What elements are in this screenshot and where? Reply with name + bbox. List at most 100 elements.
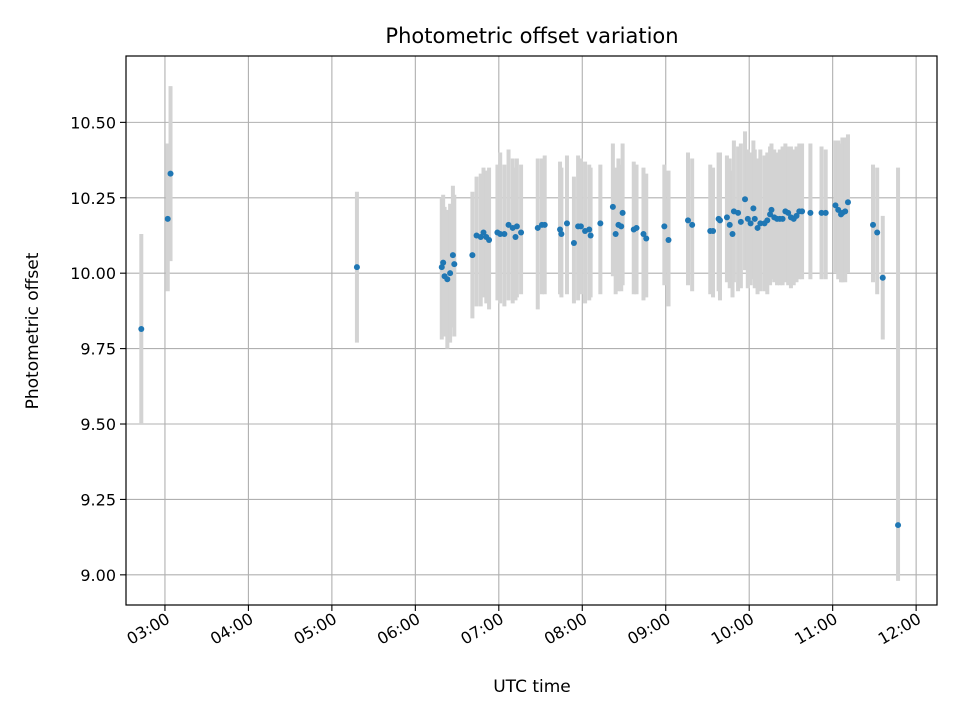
data-point	[587, 232, 594, 239]
data-point	[512, 233, 519, 240]
x-tick-label: 04:00	[207, 609, 256, 649]
data-point	[501, 230, 508, 237]
data-point	[744, 215, 751, 222]
data-point	[440, 259, 447, 266]
x-tick-label: 09:00	[624, 609, 673, 649]
y-tick-label: 10.25	[70, 189, 116, 208]
data-point	[779, 215, 786, 222]
data-point	[534, 224, 541, 231]
x-tick-label: 07:00	[457, 609, 506, 649]
data-point	[480, 229, 487, 236]
y-tick-label: 9.25	[80, 490, 116, 509]
data-point	[609, 203, 616, 210]
x-tick-label: 03:00	[124, 609, 173, 649]
data-point	[586, 226, 593, 233]
data-point	[723, 214, 730, 221]
data-point	[754, 224, 761, 231]
data-point	[577, 223, 584, 230]
data-point	[844, 199, 851, 206]
data-point	[469, 252, 476, 259]
data-point	[444, 276, 451, 283]
x-axis: 03:00 04:00 05:00 06:00 07:00 08:00 09:00 10:00…	[124, 605, 924, 649]
data-point	[451, 261, 458, 268]
y-tick-label: 9.00	[80, 566, 116, 585]
data-point	[447, 270, 454, 277]
data-point	[665, 237, 672, 244]
data-point	[643, 235, 650, 242]
y-tick-label: 9.75	[80, 340, 116, 359]
grid	[126, 56, 937, 605]
data-point	[768, 206, 775, 213]
data-point	[742, 196, 749, 203]
data-point	[619, 209, 626, 216]
x-tick-label: 11:00	[791, 609, 840, 649]
data-point	[497, 230, 504, 237]
data-point	[870, 221, 877, 228]
data-point	[438, 264, 445, 271]
data-point	[633, 224, 640, 231]
data-point	[164, 215, 171, 222]
data-point	[822, 209, 829, 216]
data-points	[138, 170, 902, 529]
y-axis-title: Photometric offset	[23, 252, 43, 409]
data-point	[729, 230, 736, 237]
data-point	[710, 227, 717, 234]
y-tick-label: 10.00	[70, 264, 116, 283]
x-tick-label: 06:00	[374, 609, 423, 649]
data-point	[757, 220, 764, 227]
data-point	[835, 206, 842, 213]
data-point	[477, 233, 484, 240]
y-tick-label: 10.50	[70, 113, 116, 132]
data-point	[750, 205, 757, 212]
data-point	[557, 226, 564, 233]
chart-title: Photometric offset variation	[385, 24, 678, 48]
data-point	[563, 220, 570, 227]
data-point	[612, 230, 619, 237]
data-point	[716, 217, 723, 224]
data-point	[735, 209, 742, 216]
plot-frame	[125, 55, 938, 606]
data-point	[353, 264, 360, 271]
error-bars	[139, 86, 901, 581]
data-point	[764, 217, 771, 224]
data-point	[799, 208, 806, 215]
data-point	[661, 223, 668, 230]
data-point	[832, 202, 839, 209]
data-point	[785, 209, 792, 216]
data-point	[879, 274, 886, 281]
data-point	[751, 215, 758, 222]
x-axis-title: UTC time	[493, 677, 571, 697]
x-tick-label: 08:00	[541, 609, 590, 649]
data-point	[518, 229, 525, 236]
y-tick-label: 9.50	[80, 415, 116, 434]
x-tick-label: 12:00	[875, 609, 924, 649]
data-point	[558, 230, 565, 237]
data-point	[449, 252, 456, 259]
data-point	[640, 230, 647, 237]
data-point	[597, 220, 604, 227]
x-tick-label: 05:00	[290, 609, 339, 649]
data-point	[737, 218, 744, 225]
data-point	[807, 209, 814, 216]
data-point	[684, 217, 691, 224]
data-point	[818, 209, 825, 216]
data-point	[570, 240, 577, 247]
data-point	[513, 223, 520, 230]
data-point	[618, 223, 625, 230]
data-point	[689, 221, 696, 228]
x-tick-label: 10:00	[708, 609, 757, 649]
data-point	[138, 325, 145, 332]
data-point	[793, 212, 800, 219]
y-axis: 9.00 9.25 9.50 9.75 10.00 10.25 10.50	[70, 113, 126, 585]
data-point	[726, 221, 733, 228]
data-point	[505, 221, 512, 228]
data-point	[747, 220, 754, 227]
data-point	[895, 522, 902, 529]
data-point	[842, 208, 849, 215]
data-point	[486, 237, 493, 244]
data-point	[767, 211, 774, 218]
data-point	[874, 229, 881, 236]
data-point	[541, 221, 548, 228]
data-point	[167, 170, 174, 177]
